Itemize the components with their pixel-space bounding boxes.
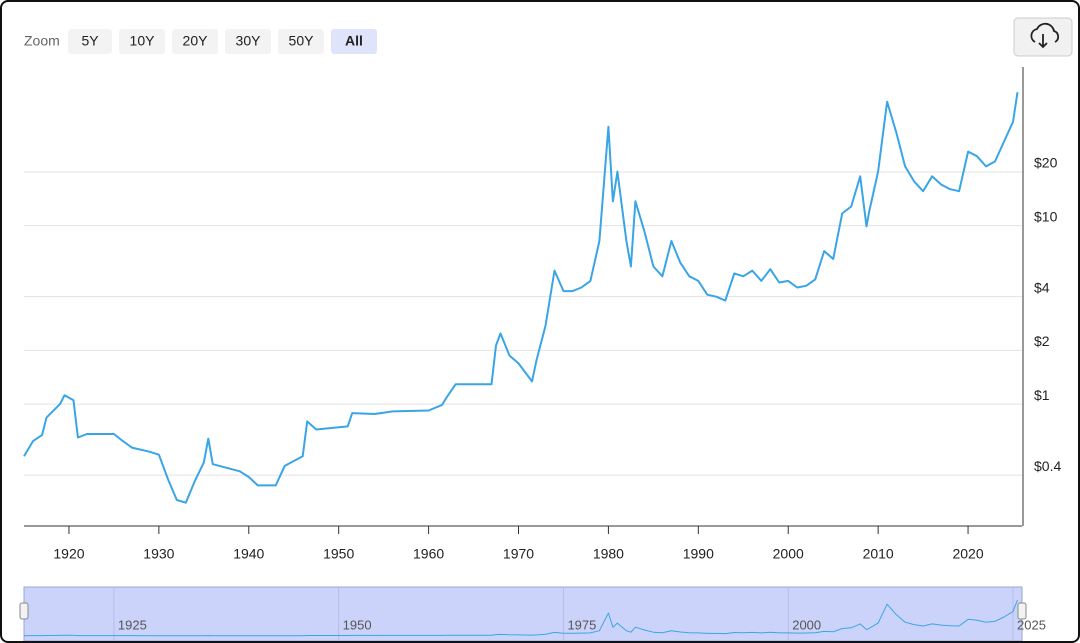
download-icon xyxy=(1030,22,1060,49)
zoom-button-label[interactable]: 5Y xyxy=(81,33,99,49)
y-tick-label: $1 xyxy=(1034,387,1050,403)
zoom-button[interactable] xyxy=(331,29,377,54)
navigator-line xyxy=(23,599,1018,637)
x-tick-label: 1920 xyxy=(53,546,84,562)
zoom-button-label[interactable]: 50Y xyxy=(289,33,315,49)
zoom-button-label[interactable]: 30Y xyxy=(236,33,262,49)
x-tick-label: 2010 xyxy=(863,546,894,562)
navigator-window xyxy=(23,586,1023,641)
navigator-tick-label: 1975 xyxy=(567,617,596,632)
x-tick-label: 1930 xyxy=(143,546,174,562)
x-tick-label: 1960 xyxy=(413,546,444,562)
zoom-label: Zoom xyxy=(24,33,60,49)
zoom-button[interactable] xyxy=(119,29,165,54)
x-tick-label: 1950 xyxy=(323,546,354,562)
x-tick-label: 1970 xyxy=(503,546,534,562)
y-tick-label: $0.4 xyxy=(1034,458,1061,474)
zoom-button-label[interactable]: 20Y xyxy=(183,33,209,49)
zoom-button[interactable] xyxy=(278,29,324,54)
y-tick-label: $20 xyxy=(1034,155,1058,171)
y-tick-label: $10 xyxy=(1034,208,1058,224)
y-tick-label: $2 xyxy=(1034,333,1050,349)
navigator-tick-label: 1925 xyxy=(118,617,147,632)
x-tick-label: 1990 xyxy=(683,546,714,562)
zoom-button-label[interactable]: All xyxy=(345,33,363,49)
navigator-tick-label: 2000 xyxy=(792,617,821,632)
zoom-button-label[interactable]: 10Y xyxy=(130,33,156,49)
x-tick-label: 1980 xyxy=(593,546,624,562)
navigator-handle[interactable] xyxy=(19,602,29,620)
zoom-button[interactable] xyxy=(172,29,218,54)
price-line xyxy=(23,92,1019,504)
navigator-handle[interactable] xyxy=(1017,602,1027,620)
x-tick-label: 2020 xyxy=(952,546,983,562)
x-tick-label: 2000 xyxy=(773,546,804,562)
x-tick-label: 1940 xyxy=(233,546,264,562)
navigator-tick-label: 1950 xyxy=(343,617,372,632)
zoom-button[interactable] xyxy=(225,29,271,54)
navigator-tick-label: 2025 xyxy=(1017,617,1046,632)
y-tick-label: $4 xyxy=(1034,279,1050,295)
zoom-button[interactable] xyxy=(68,29,112,54)
